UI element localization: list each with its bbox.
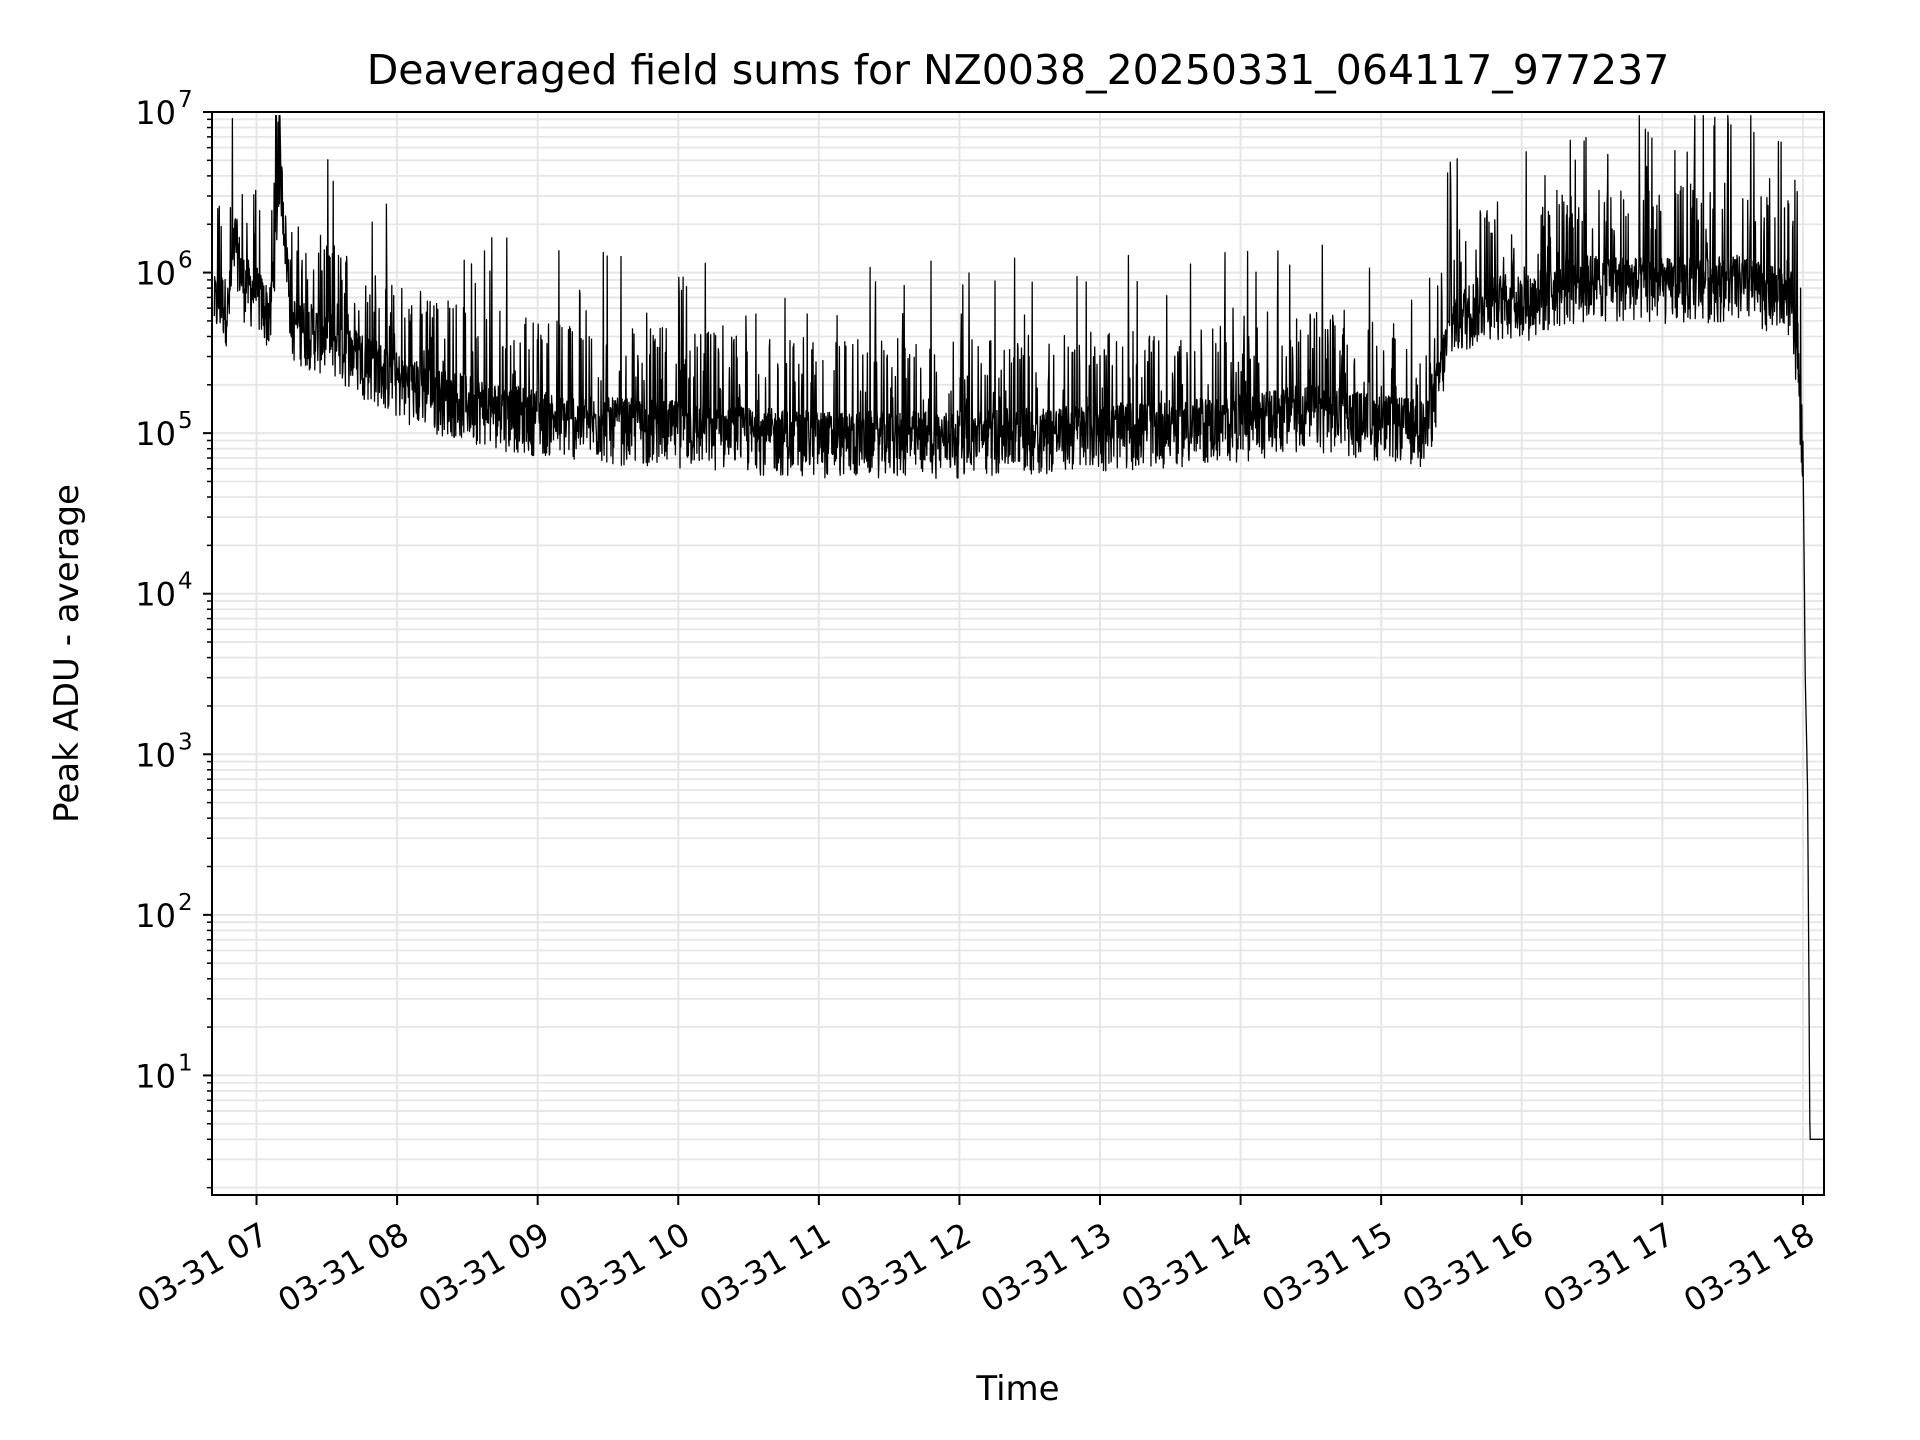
x-tick-label: 03-31 10 [553, 1215, 697, 1320]
x-tick-label: 03-31 11 [693, 1215, 837, 1320]
y-tick-exponent: 1 [178, 1050, 193, 1076]
x-tick-label: 03-31 17 [1537, 1215, 1681, 1320]
x-tick-label: 03-31 13 [974, 1215, 1118, 1320]
grid-layer [212, 111, 1824, 1195]
chart-title: Deaveraged field sums for NZ0038_2025033… [367, 46, 1670, 94]
y-tick-label: 10 [135, 897, 176, 935]
x-tick-label: 03-31 14 [1115, 1215, 1259, 1320]
y-tick-label: 10 [135, 576, 176, 614]
x-tick-label: 03-31 08 [271, 1215, 415, 1320]
x-tick-label: 03-31 16 [1396, 1215, 1540, 1320]
y-tick-label: 10 [135, 415, 176, 453]
x-axis-title: Time [975, 1369, 1059, 1409]
plot-frame [211, 111, 1825, 1196]
y-tick-label: 10 [135, 255, 176, 293]
y-axis-title: Peak ADU - average [47, 484, 87, 823]
x-tick-label: 03-31 15 [1256, 1215, 1400, 1320]
y-tick-label: 10 [135, 736, 176, 774]
series-line [213, 114, 1825, 1140]
y-tick-exponent: 7 [178, 87, 193, 113]
y-tick-label: 10 [135, 1057, 176, 1095]
y-tick-exponent: 3 [178, 729, 193, 755]
y-tick-exponent: 5 [178, 408, 193, 434]
y-tick-label: 10 [135, 94, 176, 132]
x-tick-label: 03-31 09 [412, 1215, 556, 1320]
plot-layer [213, 114, 1825, 1140]
y-tick-exponent: 4 [178, 569, 193, 595]
y-tick-exponent: 6 [178, 248, 193, 274]
x-tick-label: 03-31 18 [1677, 1215, 1821, 1320]
y-tick-exponent: 2 [178, 890, 193, 916]
x-tick-label: 03-31 12 [834, 1215, 978, 1320]
x-tick-label: 03-31 07 [131, 1215, 275, 1320]
